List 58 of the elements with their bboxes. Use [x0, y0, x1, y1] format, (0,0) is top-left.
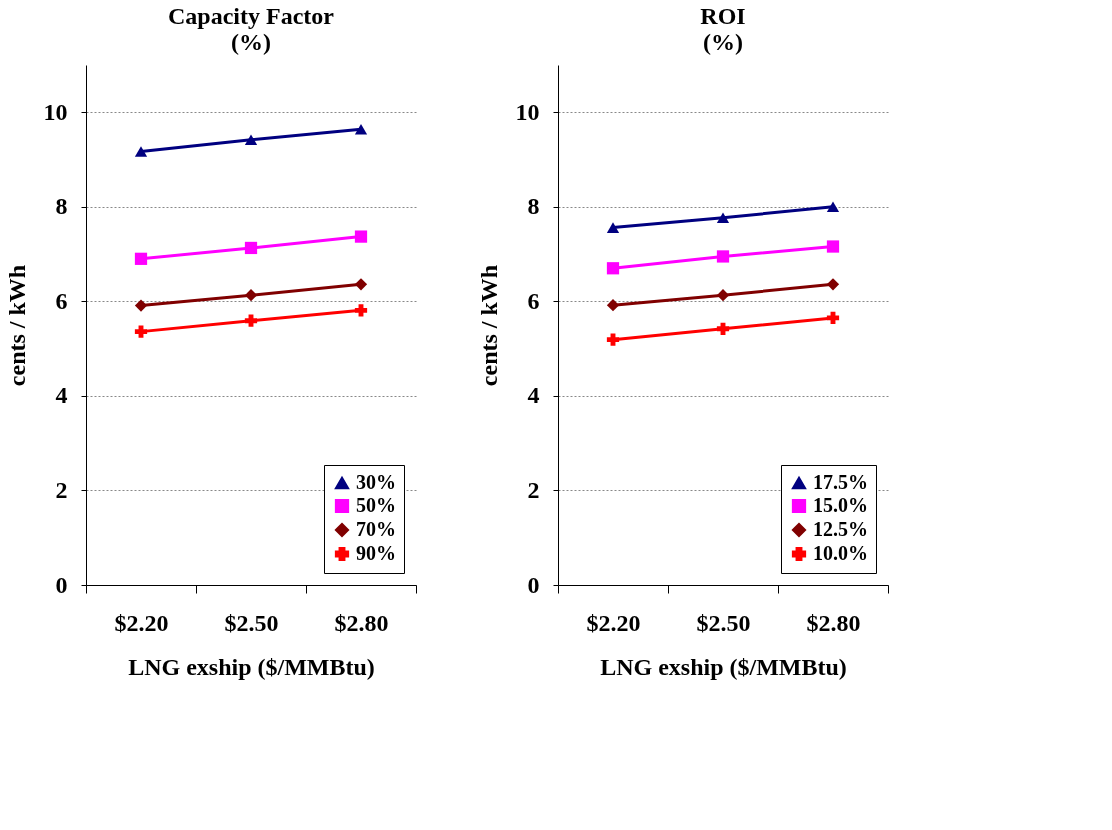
y-axis-title: cents / kWh — [475, 264, 502, 387]
point — [716, 212, 730, 223]
point — [716, 289, 730, 302]
legend-label: 90% — [356, 542, 396, 564]
y-tick-label: 0 — [55, 571, 68, 598]
point — [716, 322, 730, 335]
y-tick-label: 10 — [515, 98, 540, 125]
y-tick-label: 4 — [55, 382, 68, 409]
legend-label: 15.0% — [813, 494, 868, 516]
legend-label: 70% — [356, 518, 396, 540]
y-tick-label: 2 — [527, 476, 540, 503]
y-axis-title: cents / kWh — [3, 264, 30, 387]
text: Capacity Factor — [168, 3, 334, 29]
x-tick-label: $2.20 — [586, 609, 641, 636]
point — [826, 240, 840, 253]
point — [134, 252, 148, 265]
x-axis-title: LNG exship ($/MMBtu) — [600, 653, 847, 680]
point — [244, 314, 258, 327]
text: ROI — [700, 3, 746, 29]
x-tick-label: $2.50 — [224, 609, 279, 636]
point — [606, 333, 620, 346]
point — [826, 311, 840, 325]
legend-label: 17.5% — [813, 471, 868, 493]
y-tick-label: 0 — [527, 571, 540, 598]
x-tick-label: $2.80 — [334, 609, 389, 636]
point — [716, 250, 730, 263]
x-tick-label: $2.80 — [806, 609, 861, 636]
point — [826, 201, 840, 213]
point — [354, 304, 368, 317]
point — [354, 123, 368, 135]
y-tick-label: 8 — [527, 193, 540, 220]
x-axis-title: LNG exship ($/MMBtu) — [128, 653, 375, 680]
y-tick-label: 8 — [55, 193, 68, 220]
x-tick-label: $2.20 — [114, 609, 169, 636]
y-tick-label: 4 — [527, 382, 540, 409]
legend-label: 10.0% — [813, 542, 868, 564]
point — [606, 262, 620, 275]
point — [134, 146, 148, 157]
point — [826, 278, 840, 291]
point — [244, 289, 258, 302]
text: (%) — [231, 29, 271, 55]
legend-label: 50% — [356, 494, 396, 516]
point — [134, 325, 148, 338]
y-tick-label: 6 — [55, 287, 68, 314]
legend-label: 30% — [356, 471, 396, 493]
point — [134, 299, 148, 312]
point — [244, 241, 258, 255]
y-tick-label: 6 — [527, 287, 540, 314]
point — [244, 134, 258, 145]
y-tick-label: 10 — [43, 98, 68, 125]
text: (%) — [703, 29, 743, 55]
point — [606, 299, 620, 312]
point — [606, 222, 620, 233]
x-tick-label: $2.50 — [696, 609, 751, 636]
point — [354, 230, 368, 243]
point — [354, 278, 368, 291]
y-tick-label: 2 — [55, 476, 68, 503]
legend-label: 12.5% — [813, 518, 868, 540]
